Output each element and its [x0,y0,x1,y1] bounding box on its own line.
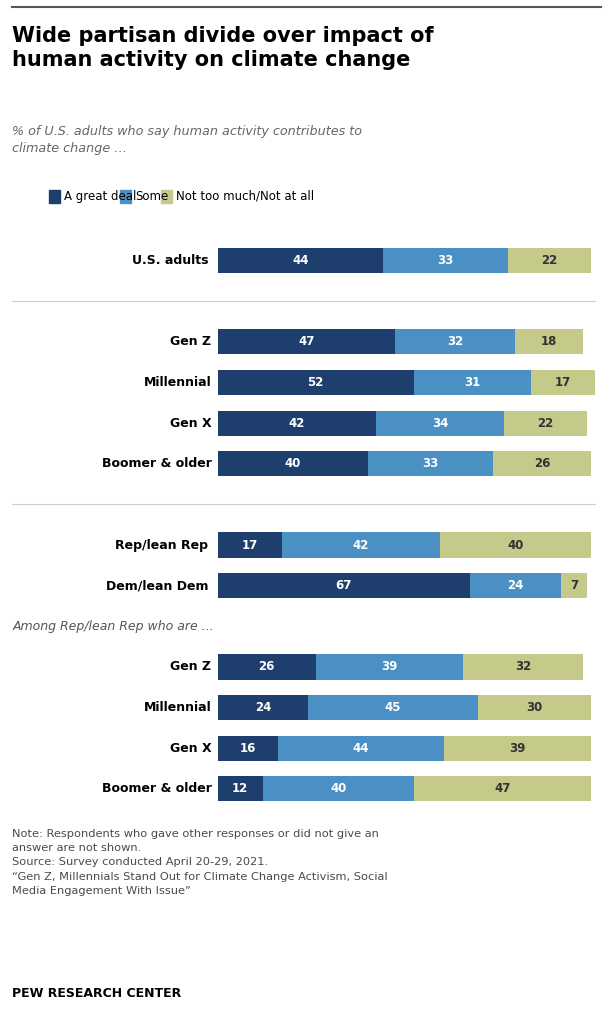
Bar [218,655,316,679]
Text: 24: 24 [254,701,271,714]
Bar [504,410,587,436]
Text: Gen Z: Gen Z [170,661,211,673]
Text: Gen Z: Gen Z [170,336,211,349]
Text: 31: 31 [464,376,480,389]
Bar [316,655,463,679]
Text: Wide partisan divide over impact of
human activity on climate change: Wide partisan divide over impact of huma… [12,26,434,70]
Text: 34: 34 [432,416,448,430]
Bar [516,329,584,354]
Text: 42: 42 [352,538,369,551]
Text: Gen X: Gen X [170,416,211,430]
Bar [414,776,591,801]
Bar [263,776,414,801]
Text: Millennial: Millennial [143,701,211,714]
Text: Boomer & older: Boomer & older [102,783,211,796]
Bar [368,451,493,477]
Text: 39: 39 [381,661,397,673]
Bar [218,695,308,720]
Text: Dem/lean Dem: Dem/lean Dem [106,579,208,592]
Bar [561,573,587,598]
Bar [478,695,591,720]
Text: 32: 32 [515,661,531,673]
Bar [218,410,376,436]
Text: 17: 17 [554,376,571,389]
Text: 33: 33 [422,457,439,471]
Bar [308,695,478,720]
Text: Among Rep/lean Rep who are ...: Among Rep/lean Rep who are ... [12,620,214,633]
Text: Millennial: Millennial [143,376,211,389]
Text: 33: 33 [438,254,454,267]
Text: PEW RESEARCH CENTER: PEW RESEARCH CENTER [12,987,181,1000]
Bar [218,451,368,477]
Text: Not too much/Not at all: Not too much/Not at all [176,190,314,203]
Bar [463,655,584,679]
Bar [218,370,414,395]
Text: 7: 7 [570,579,578,592]
Bar [218,248,384,273]
Bar [440,532,591,558]
Text: 52: 52 [308,376,324,389]
Text: % of U.S. adults who say human activity contributes to
climate change …: % of U.S. adults who say human activity … [12,125,362,154]
Bar [384,248,508,273]
Bar [218,776,263,801]
Text: U.S. adults: U.S. adults [132,254,208,267]
Text: 67: 67 [336,579,352,592]
Bar [218,329,395,354]
Text: 12: 12 [232,783,248,796]
Bar [470,573,561,598]
Text: 26: 26 [259,661,275,673]
Text: 26: 26 [534,457,550,471]
Bar [218,736,278,761]
Text: Some: Some [135,190,169,203]
Text: 42: 42 [289,416,305,430]
Text: 22: 22 [538,416,554,430]
Text: 17: 17 [242,538,258,551]
Bar [395,329,516,354]
Text: 22: 22 [541,254,557,267]
Text: 39: 39 [509,742,525,755]
Text: 30: 30 [526,701,543,714]
Text: 24: 24 [507,579,524,592]
Bar [444,736,591,761]
Bar [376,410,504,436]
Bar [493,451,591,477]
Bar [414,370,530,395]
Bar [282,532,440,558]
Text: Gen X: Gen X [170,742,211,755]
Text: 47: 47 [494,783,511,796]
Text: 40: 40 [285,457,301,471]
Bar [530,370,595,395]
Text: 45: 45 [385,701,401,714]
Bar [278,736,444,761]
Bar [508,248,591,273]
Text: A great deal: A great deal [64,190,136,203]
Text: 18: 18 [541,336,558,349]
Text: 47: 47 [298,336,314,349]
Text: 44: 44 [292,254,309,267]
Text: 16: 16 [240,742,256,755]
Bar [218,532,282,558]
Text: Rep/lean Rep: Rep/lean Rep [115,538,208,551]
Text: Boomer & older: Boomer & older [102,457,211,471]
Text: 40: 40 [330,783,346,796]
Text: 44: 44 [352,742,369,755]
Text: Note: Respondents who gave other responses or did not give an
answer are not sho: Note: Respondents who gave other respons… [12,829,388,896]
Text: 40: 40 [507,538,524,551]
Text: 32: 32 [447,336,463,349]
Bar [218,573,470,598]
